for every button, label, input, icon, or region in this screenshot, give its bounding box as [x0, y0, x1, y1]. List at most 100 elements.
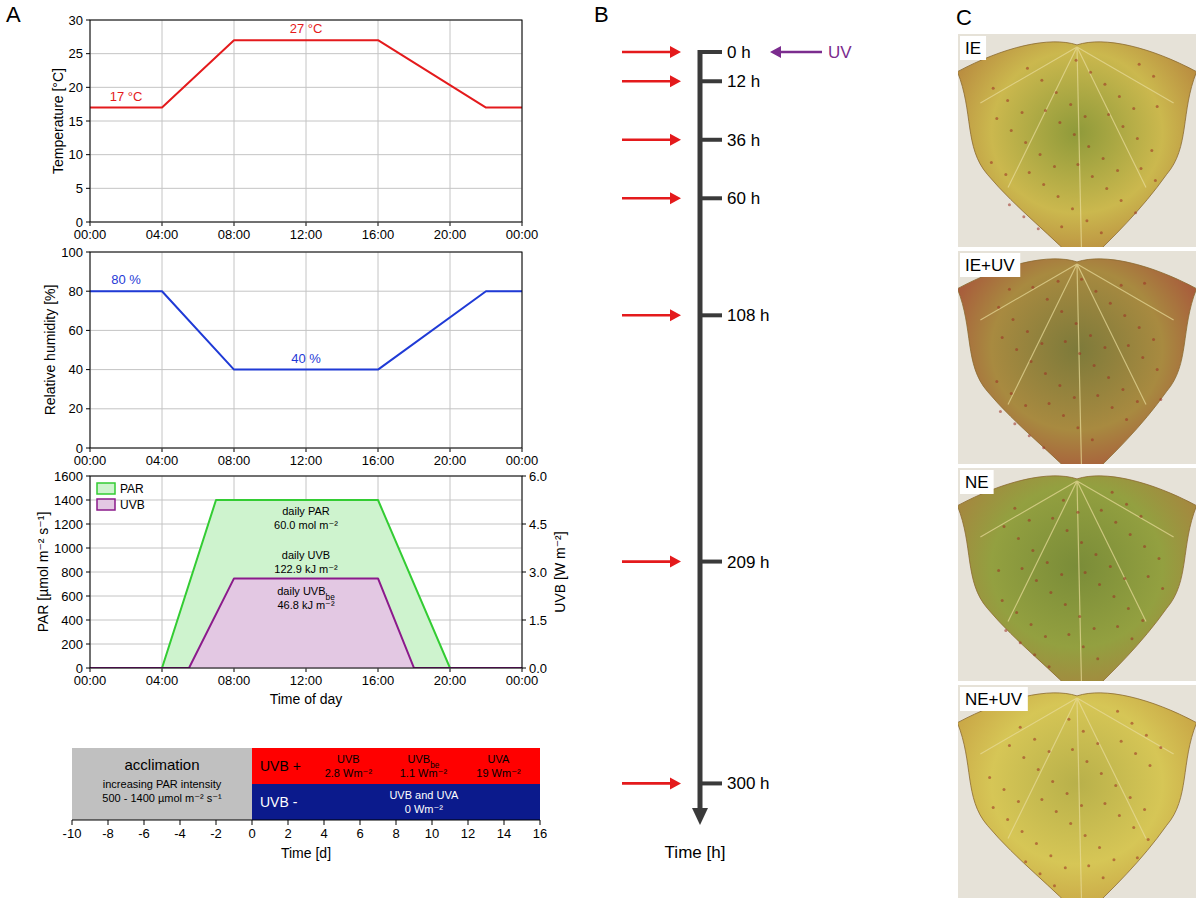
- tick: [86, 620, 90, 621]
- leaf-spot: [1024, 860, 1027, 863]
- legend-label: UVB: [120, 498, 145, 512]
- segment-label: UVB +: [260, 758, 301, 774]
- leaf-spot: [1004, 173, 1007, 176]
- leaf-spot: [1019, 726, 1022, 729]
- tick: [86, 448, 90, 449]
- leaf-spot: [1107, 113, 1110, 116]
- tick-label: 108 h: [727, 306, 770, 325]
- page: {"panel_letters":["A","B","C"], "chart_d…: [0, 0, 1200, 902]
- leaf-spot: [1053, 165, 1056, 168]
- leaf-spot: [1055, 91, 1058, 94]
- tick: [86, 222, 90, 223]
- tick-label: 04:00: [146, 453, 179, 468]
- leaf-spot: [1049, 591, 1052, 594]
- leaf-spot: [1021, 111, 1024, 114]
- tick: [86, 644, 90, 645]
- leaf-spot: [1003, 525, 1006, 528]
- leaf-spot: [1148, 764, 1151, 767]
- tick: [522, 524, 526, 525]
- tick: [86, 596, 90, 597]
- leaf-spot: [1112, 858, 1115, 861]
- leaf-spot: [1118, 95, 1121, 98]
- tick-label: 1000: [54, 541, 83, 556]
- tick-label: 08:00: [218, 673, 251, 688]
- leaf-spot: [1013, 507, 1016, 510]
- leaf-spot: [1130, 637, 1133, 640]
- photo-content: [958, 34, 1196, 247]
- tick-label: 20: [69, 401, 83, 416]
- leaf-spot: [1017, 800, 1020, 803]
- leaf-spot: [1053, 884, 1056, 887]
- leaf-spot: [1094, 290, 1097, 293]
- arrow: [622, 192, 681, 204]
- leaf-spot: [1134, 211, 1137, 214]
- arrow: [622, 777, 681, 789]
- leaf-spot: [1138, 326, 1141, 329]
- photo-content: [958, 468, 1196, 681]
- leaf-spot: [1109, 565, 1112, 568]
- area: [90, 500, 522, 668]
- leaf-spot: [1071, 748, 1074, 751]
- grid-line: [90, 408, 522, 409]
- leaf-spot: [1154, 179, 1157, 182]
- leaf-spot: [1015, 348, 1018, 351]
- photo-content: [958, 685, 1196, 898]
- leaf-spot: [1042, 446, 1045, 449]
- tick-label: 00:00: [506, 227, 539, 242]
- leaf-spot: [1141, 356, 1144, 359]
- leaf-spot: [1022, 215, 1025, 218]
- arrow: [622, 134, 681, 146]
- leaf-spot: [1026, 330, 1029, 333]
- tick: [86, 252, 90, 253]
- tick-label: 8: [392, 826, 399, 841]
- arrow: [622, 46, 681, 58]
- annotation: 46.8 kJ m⁻²: [277, 599, 334, 611]
- leaf: [958, 693, 1196, 898]
- panel-letter: C: [956, 5, 972, 30]
- axis-title: Time [d]: [281, 845, 331, 861]
- segment-note: 1.1 Wm⁻²: [400, 767, 448, 779]
- leaf-spot: [1096, 657, 1099, 660]
- segment-note: 0 Wm⁻²: [405, 803, 444, 815]
- tick-label: 40: [69, 362, 83, 377]
- annotation: 80 %: [111, 272, 141, 287]
- tick: [86, 87, 90, 88]
- photo-label-box: [960, 36, 986, 60]
- photo: IE: [957, 34, 1196, 268]
- segment-note: UVB: [337, 753, 360, 765]
- leaf-spot: [1046, 298, 1049, 301]
- tick: [86, 121, 90, 122]
- tick-label: 25: [69, 46, 83, 61]
- leaf-spot: [1060, 573, 1063, 576]
- leaf-spot: [1121, 388, 1124, 391]
- tick: [522, 448, 523, 452]
- axis-title: Temperature [°C]: [50, 68, 66, 174]
- tick: [86, 154, 90, 155]
- tick: [700, 313, 722, 317]
- tick-label: -4: [174, 826, 186, 841]
- annotation: 27 °C: [290, 21, 323, 36]
- leaf-spot: [1123, 314, 1126, 317]
- leaf-spot: [1075, 59, 1078, 62]
- leaf-spot: [1121, 125, 1124, 128]
- panel-letter: A: [6, 2, 21, 27]
- leaf-spot: [995, 117, 998, 120]
- tick: [450, 448, 451, 452]
- tick-label: 6: [356, 826, 363, 841]
- leaf-spot: [1003, 788, 1006, 791]
- photo-label: IE: [965, 39, 981, 58]
- frame: [90, 20, 522, 222]
- leaf: [958, 476, 1196, 681]
- tick: [522, 222, 523, 226]
- leaf-spot: [1085, 219, 1088, 222]
- segment: [252, 748, 540, 784]
- leaf-spot: [1116, 169, 1119, 172]
- grid-line: [90, 121, 522, 122]
- arrow: [622, 556, 681, 568]
- tick: [522, 668, 526, 669]
- leaf-spot: [1157, 557, 1160, 560]
- leaf-spot: [997, 569, 1000, 572]
- tick-label: 1600: [54, 469, 83, 484]
- leaf-spot: [1048, 665, 1051, 668]
- leaf-spot: [1100, 772, 1103, 775]
